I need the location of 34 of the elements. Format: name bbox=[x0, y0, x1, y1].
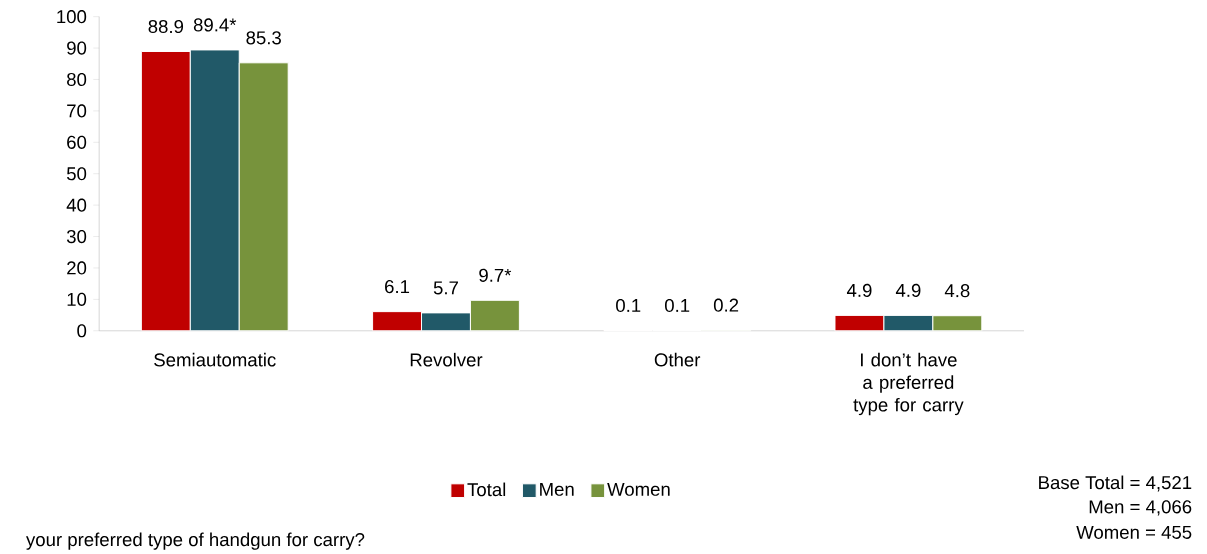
data-label: 4.9 bbox=[895, 283, 921, 297]
x-tick-label: Other bbox=[654, 352, 701, 367]
y-tick-label: 40 bbox=[66, 198, 87, 212]
legend-label: Women bbox=[607, 482, 670, 496]
legend-label: Men bbox=[540, 482, 574, 496]
data-label: 4.9 bbox=[846, 283, 872, 297]
data-label: 6.1 bbox=[385, 280, 410, 294]
y-tick-label: 30 bbox=[66, 229, 87, 244]
x-tick-label: I don’t have a preferred type for carry bbox=[853, 352, 964, 416]
text: Women = 455 bbox=[1076, 525, 1192, 539]
data-label: 85.3 bbox=[246, 31, 281, 45]
y-tick-label: 60 bbox=[67, 135, 87, 149]
data-label: 5.7 bbox=[433, 281, 458, 295]
data-label: 0.1 bbox=[616, 298, 641, 313]
y-tick-label: 20 bbox=[67, 261, 87, 275]
y-tick-label: 100 bbox=[57, 10, 87, 24]
data-label: 9.7* bbox=[479, 268, 512, 282]
y-tick-label: 70 bbox=[67, 104, 87, 118]
y-tick-label: 90 bbox=[67, 41, 87, 55]
y-tick-label: 10 bbox=[67, 292, 87, 306]
data-label: 0.1 bbox=[664, 298, 690, 313]
text: Base Total = 4,521 bbox=[1039, 475, 1192, 492]
x-tick-label: Semiautomatic bbox=[154, 352, 276, 367]
y-tick-label: 0 bbox=[77, 324, 87, 338]
x-tick-label: Revolver bbox=[410, 352, 483, 367]
data-label: 4.8 bbox=[944, 284, 970, 298]
y-tick-label: 50 bbox=[66, 167, 87, 181]
data-label: 88.9 bbox=[148, 19, 184, 34]
text: Men = 4,066 bbox=[1089, 500, 1192, 516]
data-label: 0.2 bbox=[713, 298, 739, 312]
data-label: 89.4* bbox=[193, 18, 237, 32]
text: your preferred type of handgun for carry? bbox=[26, 532, 365, 550]
legend-label: Total bbox=[467, 482, 506, 497]
y-tick-label: 80 bbox=[67, 72, 87, 87]
